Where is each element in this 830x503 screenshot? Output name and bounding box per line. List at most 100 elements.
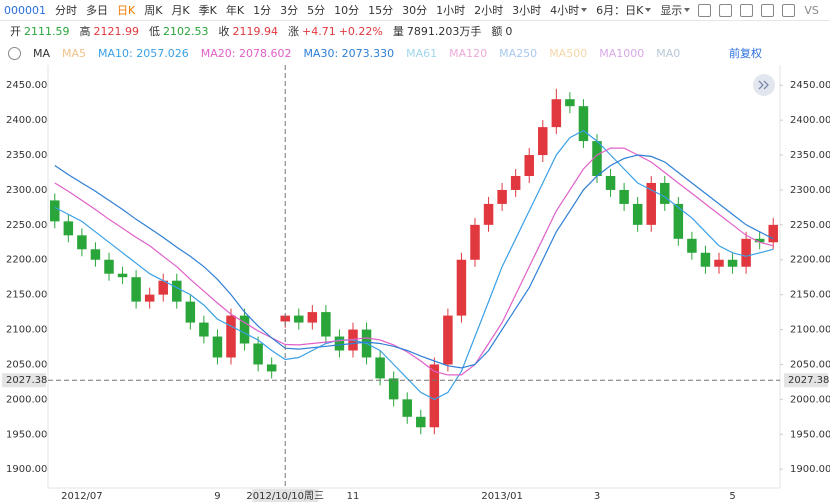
tool-icon[interactable]	[698, 3, 712, 17]
period-tab[interactable]: 15分	[368, 4, 394, 17]
candle-body	[63, 221, 74, 236]
candle-body	[754, 238, 765, 243]
info-label: 高	[79, 25, 91, 38]
candle-body	[551, 99, 562, 128]
candle-body	[768, 224, 778, 243]
tool-icon[interactable]	[719, 3, 733, 17]
candle-body	[375, 357, 385, 379]
info-label: 低	[149, 25, 160, 38]
y-tick-label: 2400.00	[6, 115, 47, 126]
expand-button[interactable]	[753, 74, 775, 96]
x-tick-label: 2012/07	[61, 491, 103, 502]
tool-icon[interactable]	[740, 3, 754, 17]
candle-body	[266, 364, 277, 372]
period-tab[interactable]: 周K	[144, 4, 163, 17]
y2-tick-label: 2250.00	[790, 220, 830, 231]
ma-legend[interactable]: MA20: 2078.602	[200, 46, 292, 60]
period-tab[interactable]: 3分	[280, 4, 299, 17]
settings-icon[interactable]	[8, 46, 21, 60]
candle-body	[673, 203, 684, 239]
candle-body	[470, 224, 480, 260]
period-tab[interactable]: 年K	[225, 4, 245, 17]
candle-body	[158, 280, 168, 295]
candle-body	[239, 315, 250, 344]
candle-body	[578, 106, 589, 142]
candle-body	[334, 336, 345, 351]
ma-legend[interactable]: MA30: 2073.330	[303, 46, 395, 60]
x-tick-label: 9	[214, 491, 220, 502]
adjust-select[interactable]: 前复权	[729, 47, 762, 60]
candle-body	[226, 315, 236, 358]
info-value: +4.71	[302, 24, 336, 38]
candle-body	[741, 238, 751, 267]
period-tab[interactable]: 日K	[117, 4, 136, 17]
candle-body	[280, 315, 290, 322]
x-label-highlight	[252, 489, 319, 502]
period-tab[interactable]: 月K	[171, 4, 190, 17]
period-tab[interactable]: 多日	[86, 4, 108, 17]
candle-body	[131, 277, 141, 302]
stock-code[interactable]: 000001	[4, 3, 46, 17]
y2-tick-label: 1900.00	[790, 464, 830, 475]
y-tick-label: 2050.00	[6, 359, 47, 370]
tool-icon[interactable]	[782, 3, 796, 17]
candle-body	[443, 315, 453, 365]
y-tick-label: 2150.00	[6, 290, 47, 301]
info-label: 涨	[288, 25, 299, 38]
period-tab[interactable]: 分时	[55, 4, 77, 17]
candle-body	[538, 127, 548, 156]
y2-tick-label: 2200.00	[790, 255, 830, 266]
y-tick-label: 2200.00	[6, 255, 47, 266]
candle-body	[483, 203, 494, 225]
candle-body	[172, 280, 182, 302]
ma-legend[interactable]: MA250	[499, 46, 538, 60]
tool-icon[interactable]	[761, 3, 775, 17]
x-tick-label: 2013/01	[481, 491, 523, 502]
period-tab[interactable]: 1小时	[436, 4, 466, 17]
ma-legend[interactable]: MA61	[406, 46, 438, 60]
ma-legend[interactable]: MA0	[656, 46, 681, 60]
ma-legend[interactable]: MA500	[549, 46, 588, 60]
candle-body	[565, 99, 575, 107]
info-value: 2119.94	[232, 24, 279, 38]
period-tab[interactable]: 季K	[198, 4, 217, 17]
candle-body	[117, 273, 128, 278]
candle-body	[416, 416, 426, 428]
ma-legend[interactable]: MA120	[449, 46, 488, 60]
ma-legend[interactable]: MA10: 2057.026	[98, 46, 189, 60]
x-tick-label: 11	[347, 491, 360, 502]
candle-body	[144, 294, 155, 302]
ma-legend[interactable]: MA5	[62, 46, 87, 60]
y-tick-label: 2000.00	[6, 394, 47, 405]
period-tab[interactable]: 3小时	[512, 4, 542, 17]
candle-body	[592, 141, 602, 176]
period-tab[interactable]: 4小时	[550, 2, 587, 18]
candle-body	[199, 322, 209, 337]
y2-tick-label: 2400.00	[790, 115, 830, 126]
candle-body	[646, 182, 656, 225]
ma-legend[interactable]: MA1000	[599, 46, 645, 60]
range-select[interactable]: 6月：日K	[596, 2, 651, 18]
y-tick-label: 2300.00	[6, 185, 47, 196]
info-value: 7891.203万手	[406, 25, 482, 38]
period-tab[interactable]: 2小时	[474, 4, 504, 17]
candle-body	[388, 378, 399, 400]
period-tab[interactable]: 30分	[402, 4, 428, 17]
y2-tick-label: 2050.00	[790, 359, 830, 370]
y2-tick-label: 2150.00	[790, 290, 830, 301]
candle-body	[510, 175, 521, 190]
period-tab[interactable]: 1分	[253, 4, 272, 17]
y2-tick-label: 2000.00	[790, 394, 830, 405]
candle-body	[402, 399, 412, 417]
y2-tick-label: 2300.00	[790, 185, 830, 196]
x-tick-label: 5	[729, 491, 735, 502]
ma-title[interactable]: MA	[33, 46, 51, 60]
period-tab[interactable]: 5分	[307, 4, 326, 17]
x-tick-label: 3	[594, 491, 600, 502]
y2-tick-label: 2450.00	[790, 80, 830, 91]
vs-button[interactable]: VS	[804, 3, 819, 17]
period-tab[interactable]: 10分	[334, 4, 360, 17]
expand-icon	[758, 80, 769, 90]
display-select[interactable]: 显示	[660, 2, 690, 18]
candle-body	[321, 312, 331, 337]
